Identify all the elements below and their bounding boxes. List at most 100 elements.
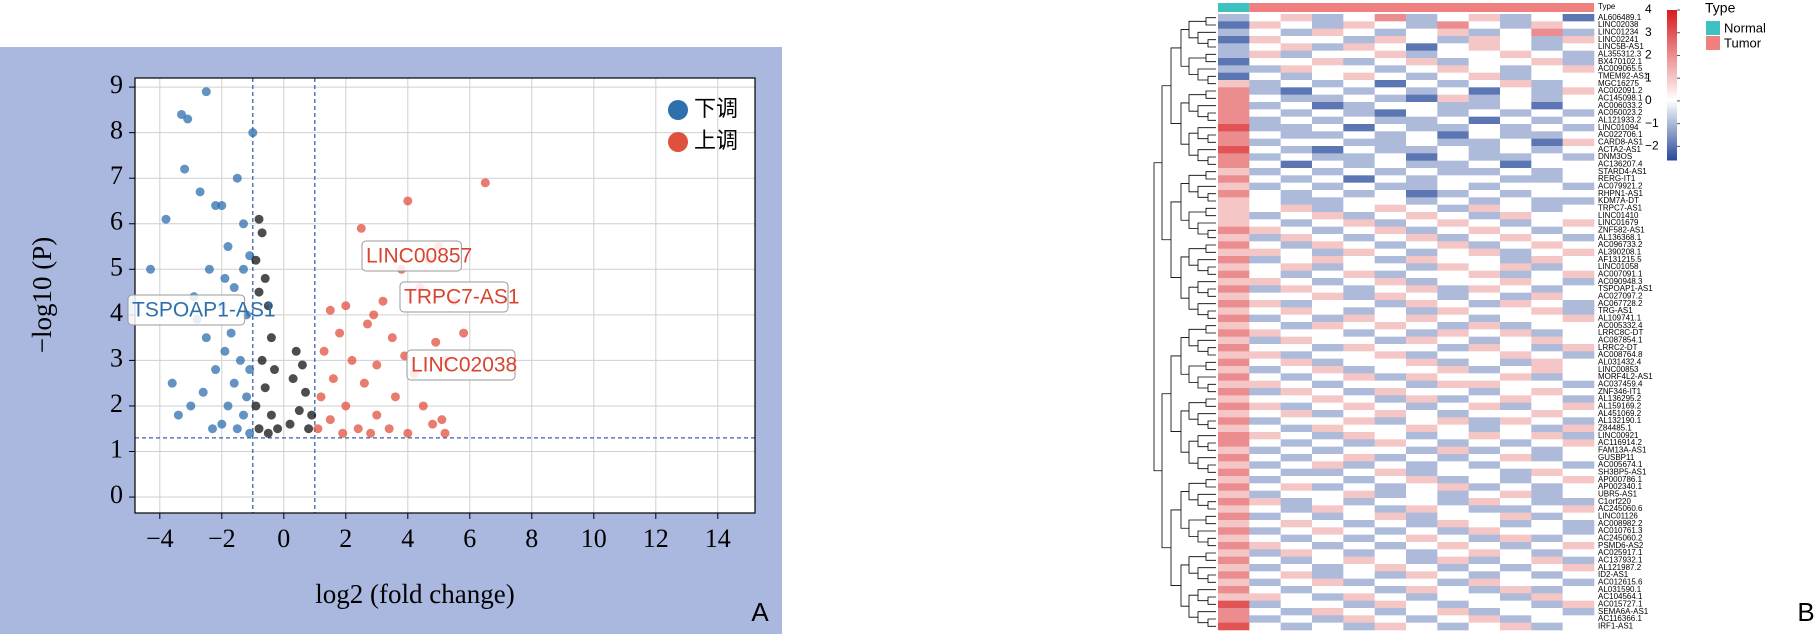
row-label: AC009065.5	[1598, 64, 1643, 73]
row-label: AC116366.1	[1598, 614, 1642, 623]
heatmap-cell	[1374, 14, 1407, 22]
heatmap-cell	[1437, 28, 1469, 37]
heatmap-cell	[1406, 43, 1438, 51]
heatmap-cell	[1562, 512, 1595, 521]
heatmap-cell	[1406, 153, 1438, 161]
row-label: LINC01234	[1598, 27, 1639, 36]
colorbar-segment	[1667, 100, 1677, 103]
heatmap-cell	[1531, 373, 1563, 381]
heatmap-cell	[1280, 197, 1313, 205]
row-label: AC008982.2	[1598, 519, 1643, 528]
heatmap-cell	[1468, 43, 1501, 51]
heatmap-cell	[1218, 197, 1250, 205]
data-point	[226, 328, 236, 338]
row-label: MGC16275	[1598, 79, 1639, 88]
heatmap-cell	[1531, 314, 1563, 323]
dendrogram-branch	[1170, 355, 1181, 432]
heatmap-cell	[1437, 168, 1469, 176]
heatmap-cell	[1312, 622, 1344, 631]
heatmap-cell	[1374, 58, 1407, 66]
heatmap-cell	[1280, 314, 1313, 323]
heatmap-cell	[1280, 219, 1313, 227]
heatmap-cell	[1343, 373, 1375, 381]
heatmap-cell	[1562, 14, 1595, 22]
heatmap-cell	[1468, 556, 1501, 565]
heatmap-cell	[1280, 160, 1313, 169]
heatmap-cell	[1500, 615, 1532, 623]
heatmap-cell	[1562, 417, 1595, 425]
heatmap-cell	[1280, 439, 1313, 447]
row-label: LINC00853	[1598, 365, 1639, 374]
heatmap-cell	[1249, 498, 1281, 506]
heatmap-cell	[1531, 190, 1563, 198]
heatmap-cell	[1437, 102, 1469, 110]
row-label: UBR5-AS1	[1598, 489, 1638, 498]
heatmap-cell	[1312, 498, 1344, 506]
row-label: AL031590.1	[1598, 585, 1642, 594]
heatmap-cell	[1218, 534, 1250, 543]
heatmap-cell	[1531, 498, 1563, 506]
heatmap-cell	[1374, 160, 1407, 169]
heatmap-cell	[1374, 102, 1407, 110]
heatmap-cell	[1343, 263, 1375, 271]
heatmap-cell	[1343, 329, 1375, 337]
dendrogram-branch	[1188, 57, 1206, 75]
dendrogram-branch	[1205, 90, 1216, 99]
heatmap-cell	[1249, 483, 1281, 491]
heatmap-cell	[1406, 373, 1438, 381]
heatmap-cell	[1406, 160, 1438, 169]
heatmap-cell	[1562, 593, 1595, 601]
heatmap-cell	[1437, 50, 1469, 59]
heatmap-cell	[1218, 263, 1250, 271]
heatmap-cell	[1312, 454, 1344, 462]
heatmap-cell	[1374, 542, 1407, 550]
heatmap-cell	[1374, 454, 1407, 462]
heatmap-cell	[1562, 586, 1595, 594]
heatmap-cell	[1312, 28, 1344, 37]
heatmap-cell	[1468, 14, 1501, 22]
heatmap-cell	[1468, 212, 1501, 220]
row-label: AC137932.1	[1598, 555, 1643, 564]
heatmap-cell	[1406, 571, 1438, 579]
heatmap-cell	[1500, 28, 1532, 37]
heatmap-cell	[1562, 190, 1595, 198]
row-label: AC025917.1	[1598, 548, 1643, 557]
dendrogram-branch	[1197, 611, 1216, 624]
colorbar-segment	[1667, 62, 1677, 66]
heatmap-cell	[1468, 285, 1501, 293]
heatmap-cell	[1562, 366, 1595, 374]
heatmap-cell	[1280, 329, 1313, 337]
x-tick-label: 0	[277, 524, 290, 553]
dendrogram-branch	[1188, 556, 1206, 574]
heatmap-cell	[1406, 131, 1438, 139]
heatmap-cell	[1406, 190, 1438, 198]
heatmap-cell	[1218, 520, 1250, 528]
colorbar-segment	[1667, 140, 1677, 143]
heatmap-cell	[1562, 263, 1595, 271]
heatmap-cell	[1531, 307, 1563, 315]
heatmap-cell	[1406, 344, 1438, 352]
heatmap-cell	[1468, 571, 1501, 579]
dendrogram-branch	[1197, 567, 1216, 580]
heatmap-cell	[1343, 65, 1375, 73]
heatmap-cell	[1468, 94, 1501, 103]
dendrogram-branch	[1197, 339, 1216, 352]
heatmap-cell	[1468, 461, 1501, 469]
colorbar-segment	[1667, 82, 1677, 86]
heatmap-cell	[1280, 146, 1313, 154]
heatmap-cell	[1249, 219, 1281, 227]
heatmap-cell	[1437, 336, 1469, 345]
colorbar-segment	[1667, 80, 1677, 83]
heatmap-cell	[1531, 527, 1563, 535]
heatmap-cell	[1531, 483, 1563, 491]
heatmap-cell	[1500, 564, 1532, 572]
row-label: IRF1-AS1	[1598, 621, 1634, 630]
heatmap-cell	[1343, 527, 1375, 535]
panel-label: B	[1797, 597, 1814, 627]
heatmap-cell	[1312, 417, 1344, 425]
heatmap-cell	[1500, 234, 1532, 242]
heatmap-cell	[1374, 556, 1407, 565]
dendrogram-branch	[1161, 393, 1171, 549]
heatmap-cell	[1218, 571, 1250, 579]
data-point	[428, 419, 438, 429]
